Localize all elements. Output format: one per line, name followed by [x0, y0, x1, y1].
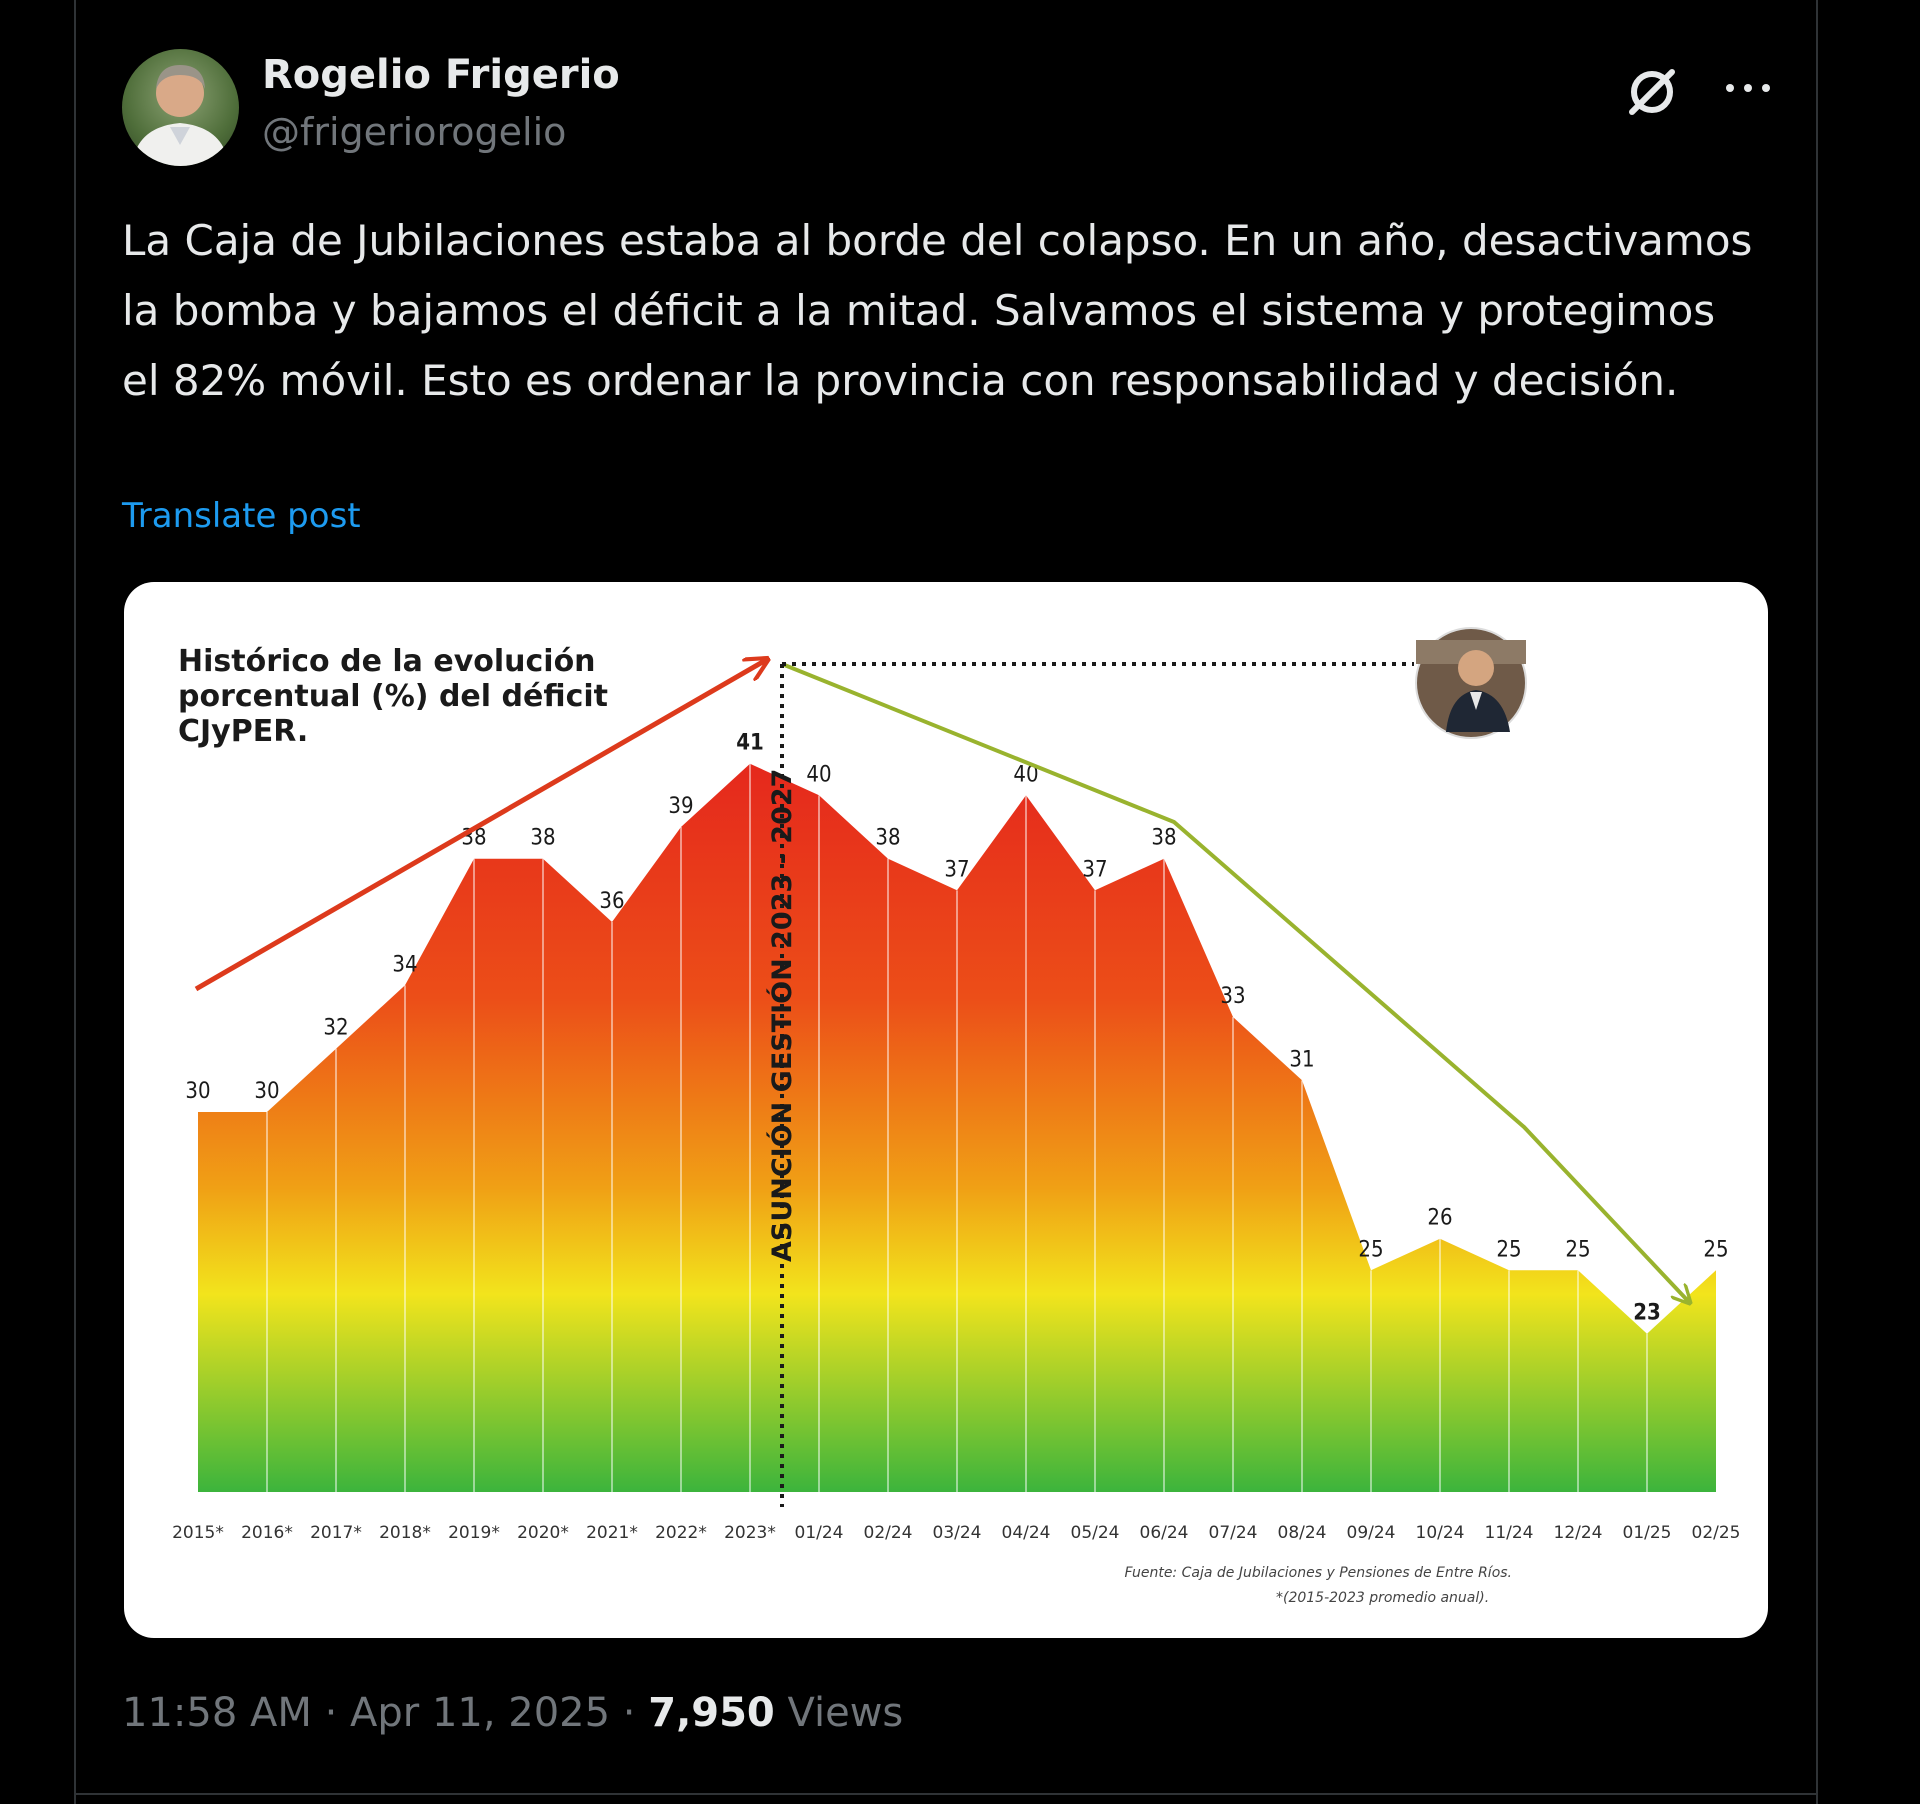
author-display-name[interactable]: Rogelio Frigerio [262, 52, 620, 98]
x-tick-label: 01/25 [1623, 1523, 1672, 1543]
x-tick-label: 07/24 [1209, 1523, 1258, 1543]
meta-separator-2: · [622, 1690, 636, 1736]
x-tick-label: 02/24 [864, 1523, 913, 1543]
data-label: 23 [1633, 1301, 1661, 1326]
meta-separator-1: · [324, 1690, 338, 1736]
official-photo [1415, 627, 1527, 739]
x-tick-label: 2021* [586, 1523, 638, 1543]
data-label: 25 [1358, 1237, 1383, 1262]
left-divider [74, 0, 76, 1804]
x-tick-label: 2017* [310, 1523, 362, 1543]
data-label: 30 [185, 1079, 210, 1104]
data-label: 38 [875, 826, 900, 851]
data-label: 37 [944, 857, 969, 882]
x-tick-label: 02/25 [1692, 1523, 1741, 1543]
data-label: 31 [1289, 1047, 1314, 1072]
chart-title-line-2: porcentual (%) del déficit [178, 679, 608, 714]
x-tick-label: 12/24 [1554, 1523, 1603, 1543]
x-tick-label: 2023* [724, 1523, 776, 1543]
x-tick-label: 2016* [241, 1523, 293, 1543]
source-line-2: *(2015-2023 promedio anual). [1276, 1590, 1489, 1606]
author-handle[interactable]: @frigeriorogelio [262, 110, 567, 154]
data-label: 25 [1703, 1237, 1728, 1262]
post-text: La Caja de Jubilaciones estaba al borde … [122, 216, 1753, 405]
data-label: 41 [736, 731, 764, 756]
x-tick-label: 09/24 [1347, 1523, 1396, 1543]
x-tick-label: 06/24 [1140, 1523, 1189, 1543]
x-tick-label: 08/24 [1278, 1523, 1327, 1543]
x-tick-label: 2019* [448, 1523, 500, 1543]
translate-post-link[interactable]: Translate post [122, 496, 361, 536]
bottom-divider [76, 1793, 1818, 1795]
post-date[interactable]: Apr 11, 2025 [350, 1690, 611, 1736]
author-avatar[interactable] [122, 49, 239, 166]
data-label: 39 [668, 794, 693, 819]
x-tick-label: 03/24 [933, 1523, 982, 1543]
data-label: 36 [599, 889, 624, 914]
post-time[interactable]: 11:58 AM [122, 1690, 312, 1736]
data-label: 38 [1151, 826, 1176, 851]
post-metadata: 11:58 AM · Apr 11, 2025 · 7,950 Views [122, 1690, 903, 1736]
chart-image-card[interactable]: 30 30 32 34 38 38 36 39 41 40 38 37 40 37 38 33 31 25 26 25… [124, 582, 1768, 1638]
views-count: 7,950 [648, 1690, 775, 1736]
right-divider [1816, 0, 1818, 1804]
data-label: 34 [392, 952, 417, 977]
x-tick-label: 11/24 [1485, 1523, 1534, 1543]
chart-title-line-3: CJyPER. [178, 714, 308, 749]
x-tick-label: 05/24 [1071, 1523, 1120, 1543]
data-label: 40 [806, 762, 831, 787]
data-label: 32 [323, 1016, 348, 1041]
data-label: 26 [1427, 1206, 1452, 1231]
source-line-1: Fuente: Caja de Jubilaciones y Pensiones… [1124, 1565, 1512, 1581]
trend-down-arrow [781, 662, 1689, 1302]
x-tick-label: 2015* [172, 1523, 224, 1543]
x-tick-label: 01/24 [795, 1523, 844, 1543]
x-tick-label: 2020* [517, 1523, 569, 1543]
more-options-icon[interactable] [1718, 62, 1778, 112]
views-label: Views [787, 1690, 904, 1736]
data-label: 38 [530, 826, 555, 851]
x-tick-label: 2018* [379, 1523, 431, 1543]
trend-up-arrow [194, 660, 766, 992]
management-start-label: ASUNCIÓN GESTIÓN 2023 - 2027 [766, 769, 798, 1262]
data-label: 30 [254, 1079, 279, 1104]
chart-title-line-1: Histórico de la evolución [178, 644, 596, 679]
x-tick-label: 10/24 [1416, 1523, 1465, 1543]
data-label: 33 [1220, 984, 1245, 1009]
grok-icon[interactable] [1624, 64, 1680, 120]
x-tick-label: 04/24 [1002, 1523, 1051, 1543]
data-label: 37 [1082, 857, 1107, 882]
data-label: 25 [1496, 1237, 1521, 1262]
data-label: 25 [1565, 1237, 1590, 1262]
x-tick-label: 2022* [655, 1523, 707, 1543]
